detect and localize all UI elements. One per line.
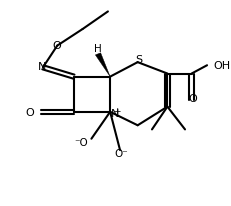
Text: O⁻: O⁻ [114,149,128,158]
Text: O: O [25,107,34,117]
Text: ⁻O: ⁻O [74,137,88,147]
Text: H: H [94,43,101,53]
Text: O: O [188,94,196,103]
Polygon shape [95,54,110,77]
Text: N: N [37,62,46,72]
Text: +: + [112,106,120,115]
Text: S: S [134,55,141,65]
Text: N: N [111,108,119,118]
Text: OH: OH [213,61,230,71]
Text: O: O [52,41,61,51]
